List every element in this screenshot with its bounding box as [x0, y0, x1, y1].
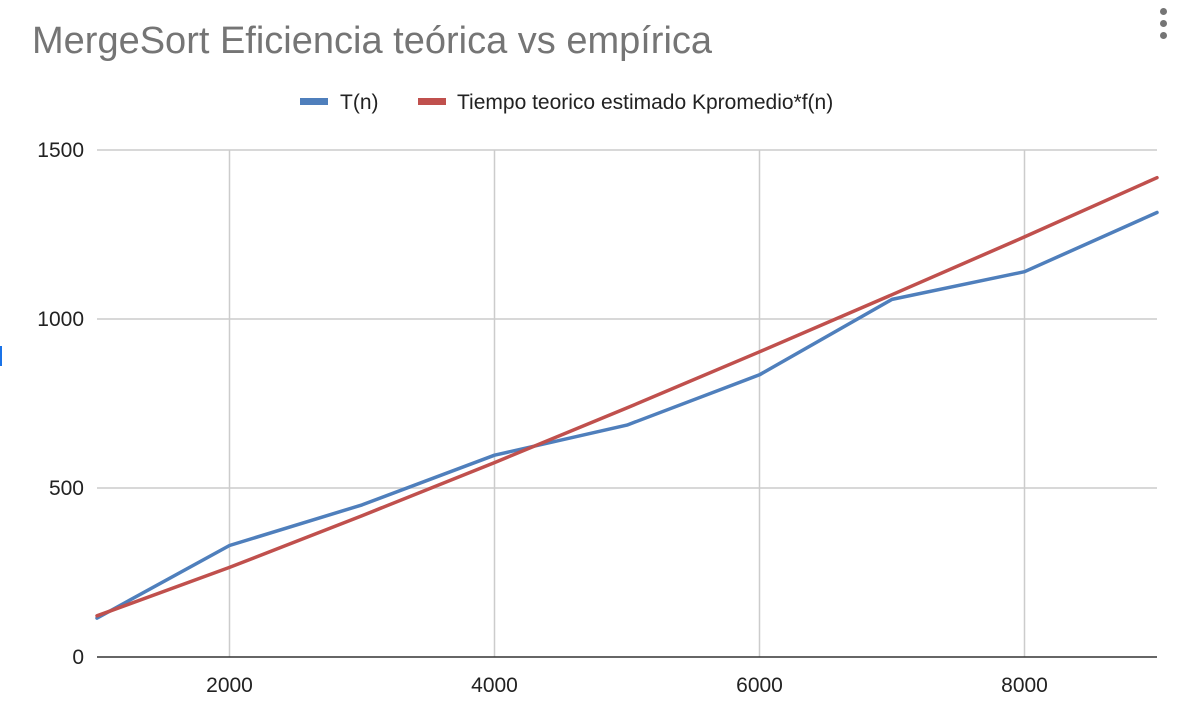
x-tick-label: 2000 — [206, 674, 253, 697]
legend-label: Tiempo teorico estimado Kpromedio*f(n) — [457, 91, 833, 114]
selection-marker — [0, 346, 2, 366]
series-line-1 — [95, 175, 1159, 618]
legend-label: T(n) — [340, 91, 379, 114]
legend-swatch — [418, 98, 446, 105]
x-tick-label: 6000 — [736, 674, 783, 697]
gridlines — [97, 149, 1157, 658]
chart-title: MergeSort Eficiencia teórica vs empírica — [32, 20, 713, 62]
y-tick-label: 1000 — [37, 308, 84, 331]
series-line-0 — [95, 210, 1159, 620]
series-lines — [95, 175, 1159, 620]
menu-dot — [1160, 20, 1167, 27]
legend: T(n) Tiempo teorico estimado Kpromedio*f(… — [300, 91, 833, 114]
more-options-icon[interactable] — [1152, 6, 1176, 42]
menu-dot — [1160, 32, 1167, 39]
x-tick-label: 8000 — [1001, 674, 1048, 697]
y-axis-ticks: 0 500 1000 1500 — [37, 139, 84, 669]
legend-swatch — [300, 98, 328, 105]
menu-dot — [1160, 8, 1167, 15]
x-tick-label: 4000 — [471, 674, 518, 697]
y-tick-label: 0 — [72, 646, 84, 669]
x-axis-ticks: 2000 4000 6000 8000 — [206, 674, 1048, 697]
y-tick-label: 500 — [49, 477, 84, 500]
y-tick-label: 1500 — [37, 139, 84, 162]
